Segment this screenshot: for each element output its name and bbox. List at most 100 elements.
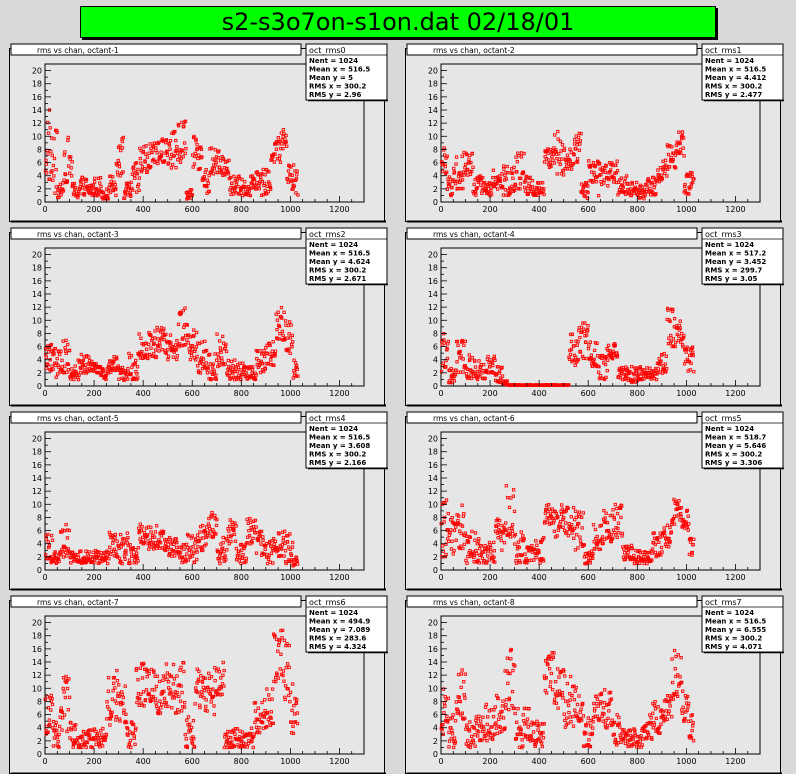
- y-tick-label: 16: [32, 277, 42, 286]
- x-tick-label: 0: [42, 573, 47, 582]
- y-tick-label: 12: [428, 303, 438, 312]
- y-tick-label: 20: [428, 435, 438, 444]
- x-tick-label: 1000: [280, 573, 300, 582]
- y-tick-label: 20: [32, 619, 42, 628]
- y-tick-label: 8: [433, 145, 438, 154]
- y-tick-label: 0: [37, 750, 42, 759]
- x-tick-label: 600: [581, 573, 596, 582]
- y-tick-label: 14: [428, 290, 438, 299]
- x-tick-label: 1000: [280, 757, 300, 766]
- y-tick-label: 4: [37, 540, 42, 549]
- y-tick-label: 6: [37, 159, 42, 168]
- stats-line: RMS x = 300.2: [705, 451, 762, 459]
- y-tick-label: 4: [37, 172, 42, 181]
- y-tick-label: 10: [32, 500, 42, 509]
- stats-line: Mean x = 518.7: [705, 434, 766, 442]
- stats-line: Nent = 1024: [309, 57, 358, 65]
- x-tick-label: 1200: [725, 573, 745, 582]
- y-tick-label: 14: [32, 658, 42, 667]
- x-tick-label: 0: [42, 389, 47, 398]
- y-tick-label: 0: [37, 566, 42, 575]
- y-tick-label: 6: [433, 159, 438, 168]
- y-tick-label: 2: [37, 369, 42, 378]
- y-tick-label: 0: [37, 382, 42, 391]
- stats-name: oct_rms6: [309, 598, 346, 607]
- y-tick-label: 20: [32, 67, 42, 76]
- y-tick-label: 20: [428, 67, 438, 76]
- y-tick-label: 6: [433, 527, 438, 536]
- chart-title: rms vs chan, octant-5: [37, 414, 119, 423]
- x-tick-label: 200: [482, 205, 497, 214]
- stats-line: RMS x = 300.2: [309, 267, 366, 275]
- x-tick-label: 1200: [329, 389, 349, 398]
- x-tick-label: 0: [42, 757, 47, 766]
- chart-title-box: rms vs chan, octant-5: [11, 412, 301, 423]
- y-tick-label: 8: [37, 145, 42, 154]
- x-tick-label: 200: [86, 573, 101, 582]
- y-tick-label: 20: [428, 251, 438, 260]
- y-tick-label: 12: [32, 119, 42, 128]
- y-tick-label: 10: [32, 684, 42, 693]
- x-tick-label: 1200: [725, 389, 745, 398]
- y-tick-label: 18: [32, 632, 42, 641]
- x-tick-label: 1000: [280, 389, 300, 398]
- y-tick-label: 2: [37, 737, 42, 746]
- y-tick-label: 2: [37, 553, 42, 562]
- y-tick-label: 16: [428, 461, 438, 470]
- stats-line: Mean y = 4.412: [705, 74, 766, 82]
- stats-line: RMS y = 2.96: [309, 91, 362, 99]
- y-tick-label: 12: [428, 487, 438, 496]
- y-tick-label: 16: [428, 277, 438, 286]
- y-tick-label: 4: [433, 540, 438, 549]
- chart-title-box: rms vs chan, octant-7: [11, 596, 301, 607]
- stats-line: Nent = 1024: [705, 241, 754, 249]
- stats-name: oct_rms0: [309, 46, 346, 55]
- x-tick-label: 600: [185, 389, 200, 398]
- x-tick-label: 800: [630, 573, 645, 582]
- y-tick-label: 18: [428, 448, 438, 457]
- y-tick-label: 0: [37, 198, 42, 207]
- y-tick-label: 12: [32, 303, 42, 312]
- stats-line: Mean y = 4.624: [309, 258, 370, 266]
- x-tick-label: 400: [136, 205, 151, 214]
- x-tick-label: 200: [86, 205, 101, 214]
- y-tick-label: 8: [37, 697, 42, 706]
- stats-line: Nent = 1024: [705, 57, 754, 65]
- stats-line: Mean x = 494.9: [309, 618, 370, 626]
- stats-name: oct_rms2: [309, 230, 346, 239]
- y-tick-label: 18: [32, 448, 42, 457]
- y-tick-label: 2: [433, 185, 438, 194]
- x-tick-label: 800: [234, 573, 249, 582]
- stats-line: RMS y = 3.306: [705, 459, 762, 467]
- y-tick-label: 6: [37, 711, 42, 720]
- stats-line: Mean x = 517.2: [705, 250, 766, 258]
- x-tick-label: 200: [86, 389, 101, 398]
- chart-title-box: rms vs chan, octant-6: [407, 412, 697, 423]
- y-tick-label: 8: [37, 513, 42, 522]
- y-tick-label: 8: [433, 513, 438, 522]
- stats-line: RMS x = 300.2: [705, 83, 762, 91]
- y-tick-label: 4: [37, 356, 42, 365]
- y-tick-label: 0: [433, 566, 438, 575]
- y-tick-label: 2: [433, 553, 438, 562]
- stats-line: Mean x = 516.5: [309, 66, 370, 74]
- x-tick-label: 1000: [676, 389, 696, 398]
- stats-name: oct_rms4: [309, 414, 346, 423]
- stats-name: oct_rms5: [705, 414, 742, 423]
- chart-title-box: rms vs chan, octant-3: [11, 228, 301, 239]
- y-tick-label: 12: [428, 119, 438, 128]
- stats-line: Nent = 1024: [309, 241, 358, 249]
- stats-line: RMS y = 2.166: [309, 459, 366, 467]
- x-tick-label: 1200: [329, 757, 349, 766]
- stats-line: Nent = 1024: [309, 609, 358, 617]
- y-tick-label: 14: [32, 290, 42, 299]
